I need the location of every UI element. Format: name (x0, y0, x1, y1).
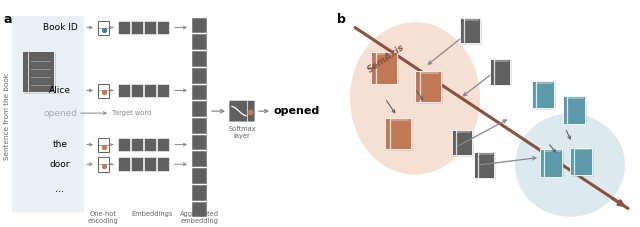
Text: opened: opened (274, 106, 320, 116)
Bar (563, 96, 585, 124)
Bar (144, 84, 156, 97)
Text: opened: opened (43, 109, 77, 118)
Text: Sentence from the book: Sentence from the book (4, 73, 10, 160)
Bar (534, 82, 556, 110)
Bar (385, 118, 411, 150)
Bar (118, 21, 130, 35)
Bar (377, 53, 396, 55)
Bar (490, 59, 510, 85)
Bar (372, 54, 399, 85)
Bar (492, 60, 511, 86)
Bar (192, 151, 207, 167)
Bar (131, 138, 143, 151)
Bar (192, 185, 207, 201)
Bar (157, 157, 169, 171)
Bar (192, 202, 207, 217)
Bar (460, 18, 480, 43)
Bar (192, 135, 207, 151)
Bar (387, 119, 413, 151)
Text: One-hot
encoding: One-hot encoding (88, 211, 118, 225)
Ellipse shape (515, 114, 625, 217)
Text: door: door (50, 160, 70, 169)
Bar (118, 157, 130, 171)
Bar (131, 157, 143, 171)
Bar (98, 21, 109, 35)
Text: SemAxis: SemAxis (366, 43, 406, 75)
Bar (564, 98, 586, 125)
Bar (118, 138, 130, 151)
Text: Book ID: Book ID (43, 23, 77, 32)
Bar (144, 138, 156, 151)
FancyBboxPatch shape (12, 16, 84, 212)
Bar (532, 81, 554, 108)
Bar (22, 51, 54, 92)
Bar (494, 60, 509, 62)
Bar (192, 118, 207, 134)
Bar (98, 84, 109, 98)
Bar (476, 154, 495, 180)
Text: Embeddings: Embeddings (131, 211, 173, 217)
Text: Softmax
layer: Softmax layer (228, 126, 256, 139)
Text: b: b (337, 13, 346, 26)
Bar (192, 18, 207, 33)
Bar (454, 131, 474, 157)
Bar (192, 85, 207, 100)
Bar (545, 151, 561, 153)
Bar (192, 51, 207, 67)
Text: Target word: Target word (112, 110, 151, 116)
Bar (118, 84, 130, 97)
Text: ...: ... (56, 184, 65, 194)
Bar (371, 52, 397, 84)
Text: Aggregated
embedding: Aggregated embedding (180, 211, 220, 225)
Bar (461, 19, 481, 45)
Bar (570, 148, 592, 175)
Bar (98, 157, 109, 172)
Bar (540, 150, 562, 177)
Bar (131, 84, 143, 97)
Bar (541, 151, 563, 178)
Bar (192, 35, 207, 50)
Bar (575, 148, 591, 151)
Bar (417, 72, 442, 104)
Bar (415, 71, 441, 102)
Bar (568, 97, 584, 99)
Bar (572, 149, 593, 177)
Bar (420, 72, 440, 74)
Bar (452, 130, 472, 155)
Bar (537, 82, 553, 84)
Bar (192, 101, 207, 117)
Ellipse shape (350, 22, 480, 175)
Bar (456, 131, 471, 133)
Bar (157, 21, 169, 35)
FancyBboxPatch shape (229, 100, 255, 122)
Text: Alice: Alice (49, 86, 71, 95)
Bar (157, 84, 169, 97)
Bar (474, 153, 494, 178)
Bar (192, 68, 207, 84)
Bar (390, 119, 410, 121)
Bar (98, 138, 109, 153)
Bar (479, 153, 493, 155)
Bar (157, 138, 169, 151)
Bar (144, 21, 156, 35)
Bar (192, 168, 207, 184)
Bar (131, 21, 143, 35)
Bar (144, 157, 156, 171)
Bar (24, 53, 56, 94)
Text: the: the (52, 140, 67, 149)
Text: a: a (4, 13, 13, 26)
Bar (465, 19, 479, 21)
